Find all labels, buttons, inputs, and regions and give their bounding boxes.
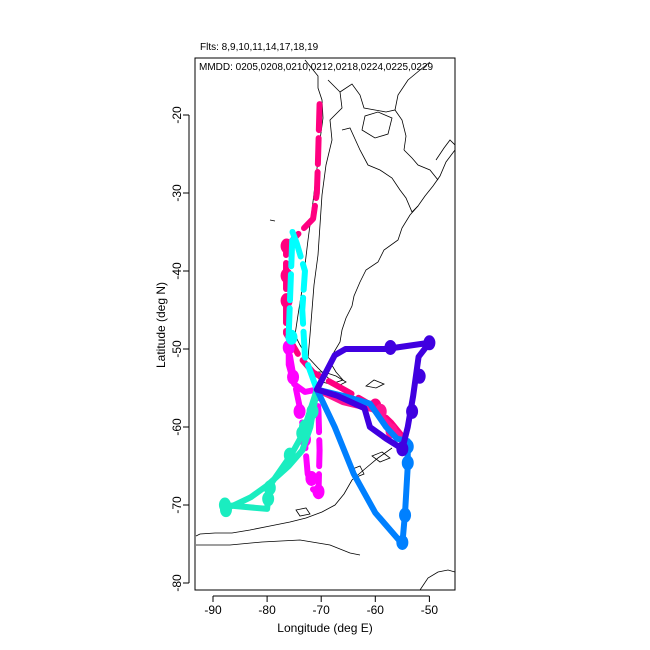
flight-track-marker	[423, 335, 436, 351]
flight-track-marker	[262, 491, 275, 507]
antarctic-coast-east	[419, 569, 455, 590]
flight-track-line-6	[313, 386, 411, 547]
flight-track-marker	[413, 368, 426, 384]
x-axis-label: Longitude (deg E)	[277, 621, 372, 635]
y-axis: -20 -30 -40 -50 -60 -70 -80	[170, 106, 190, 592]
x-axis: -90 -80 -70 -60 -50	[204, 595, 439, 617]
dates-header: MMDD: 0205,0208,0210,0212,0218,0224,0225…	[199, 62, 434, 73]
flights-header: Flts: 8,9,10,11,14,17,18,19	[200, 42, 319, 53]
flight-tracks	[218, 101, 436, 550]
flight-track-marker	[396, 534, 409, 550]
x-tick-label: -50	[421, 603, 439, 617]
flight-track-line-4	[285, 229, 320, 393]
x-tick-label: -70	[313, 603, 331, 617]
flight-track-marker	[298, 419, 311, 435]
flight-track-marker	[218, 497, 231, 513]
flight-track-marker	[401, 455, 414, 471]
flight-track-marker	[305, 470, 318, 486]
x-tick-label: -60	[367, 603, 385, 617]
flight-track-marker	[293, 403, 306, 419]
y-tick-label: -30	[170, 184, 184, 202]
y-tick-label: -40	[170, 262, 184, 280]
flight-track-marker	[312, 484, 325, 500]
inner-border-uruguay	[394, 61, 431, 111]
x-tick-label: -80	[258, 603, 276, 617]
x-tick-label: -90	[204, 603, 222, 617]
plot-frame	[194, 57, 456, 591]
inner-border-central	[341, 127, 419, 213]
flight-track-marker	[406, 403, 419, 419]
andes-border	[307, 79, 343, 359]
flight-track-marker	[384, 339, 397, 355]
flight-track-marker	[285, 329, 298, 345]
y-tick-label: -80	[170, 574, 184, 592]
small-island	[269, 219, 276, 222]
flight-track-line-7	[313, 339, 433, 452]
flight-track-marker	[399, 507, 412, 523]
antarctic-peninsula	[195, 447, 393, 537]
coastline-layer	[195, 59, 455, 590]
y-tick-label: -20	[170, 106, 184, 124]
y-axis-label: Latitude (deg N)	[154, 282, 168, 368]
flight-track-marker	[306, 403, 319, 419]
antarctic-shelf	[196, 539, 361, 556]
inner-border-east	[403, 149, 439, 181]
y-tick-label: -50	[170, 340, 184, 358]
lake-outline	[361, 111, 393, 139]
flight-track-marker	[396, 441, 409, 457]
antarctic-islands-1	[371, 451, 391, 463]
falkland-islands	[365, 379, 385, 389]
y-tick-label: -70	[170, 496, 184, 514]
antarctic-islands-3	[295, 507, 311, 517]
east-coast-outline	[435, 139, 455, 161]
flight-track-marker	[287, 369, 300, 385]
inner-border-north	[339, 83, 407, 151]
y-tick-label: -60	[170, 418, 184, 436]
flight-track-marker	[283, 447, 296, 463]
